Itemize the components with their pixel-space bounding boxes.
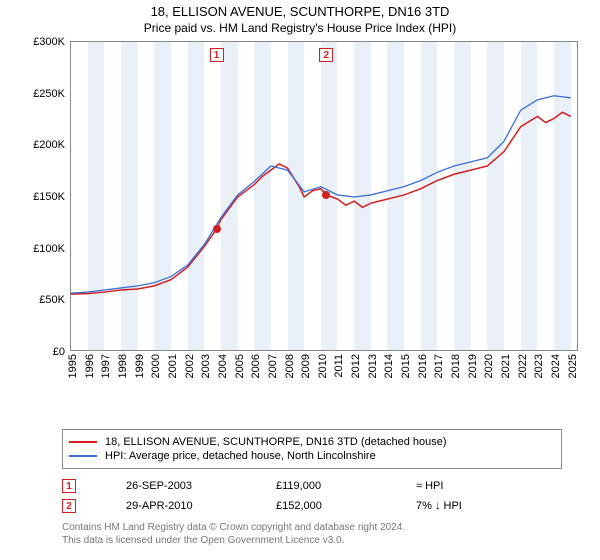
x-tick-label: 2018 — [450, 354, 462, 378]
y-tick-label: £150K — [33, 191, 65, 203]
y-tick-label: £100K — [33, 243, 65, 255]
sale-row-marker: 1 — [62, 479, 76, 493]
x-tick-label: 2012 — [350, 354, 362, 378]
sale-marker-dot — [213, 225, 221, 233]
legend-label: 18, ELLISON AVENUE, SCUNTHORPE, DN16 3TD… — [105, 436, 447, 448]
sale-row-date: 26-SEP-2003 — [126, 480, 226, 492]
x-tick-label: 1998 — [117, 354, 129, 378]
sale-row: 1 26-SEP-2003 £119,000 ≈ HPI — [62, 479, 600, 493]
x-tick-label: 1999 — [134, 354, 146, 378]
legend-row: 18, ELLISON AVENUE, SCUNTHORPE, DN16 3TD… — [69, 436, 555, 448]
chart-container: 18, ELLISON AVENUE, SCUNTHORPE, DN16 3TD… — [0, 0, 600, 560]
legend-swatch — [69, 455, 97, 457]
x-tick-label: 1996 — [84, 354, 96, 378]
x-tick-label: 2005 — [234, 354, 246, 378]
footer-line1: Contains HM Land Registry data © Crown c… — [62, 521, 600, 534]
y-tick-label: £200K — [33, 139, 65, 151]
sale-row-diff: 7% ↓ HPI — [416, 500, 462, 512]
chart-area: £0£50K£100K£150K£200K£250K£300K199519961… — [18, 41, 578, 381]
x-tick-label: 2022 — [517, 354, 529, 378]
x-tick-label: 1997 — [100, 354, 112, 378]
sale-row-price: £119,000 — [276, 480, 366, 492]
x-tick-label: 2019 — [467, 354, 479, 378]
footer-attribution: Contains HM Land Registry data © Crown c… — [62, 521, 600, 547]
sale-marker-box: 1 — [210, 48, 224, 62]
x-tick-label: 1995 — [67, 354, 79, 378]
x-tick-label: 2015 — [400, 354, 412, 378]
x-tick-label: 2008 — [284, 354, 296, 378]
sale-marker-box: 2 — [319, 48, 333, 62]
sale-row-price: £152,000 — [276, 500, 366, 512]
y-tick-label: £300K — [33, 36, 65, 48]
x-tick-label: 2016 — [417, 354, 429, 378]
x-tick-label: 2025 — [567, 354, 579, 378]
sales-table: 1 26-SEP-2003 £119,000 ≈ HPI 2 29-APR-2010 £15… — [62, 479, 600, 513]
x-tick-label: 2023 — [533, 354, 545, 378]
chart-subtitle: Price paid vs. HM Land Registry's House … — [0, 19, 600, 41]
x-tick-label: 2006 — [250, 354, 262, 378]
legend-row: HPI: Average price, detached house, Nort… — [69, 450, 555, 462]
x-tick-label: 2004 — [217, 354, 229, 378]
x-tick-label: 2013 — [367, 354, 379, 378]
sale-row-date: 29-APR-2010 — [126, 500, 226, 512]
y-tick-label: £0 — [53, 346, 65, 358]
series-property — [71, 112, 571, 294]
x-tick-label: 2007 — [267, 354, 279, 378]
sale-row-diff: ≈ HPI — [416, 480, 443, 492]
x-tick-label: 2021 — [500, 354, 512, 378]
sale-marker-dot — [322, 191, 330, 199]
plot-area: £0£50K£100K£150K£200K£250K£300K199519961… — [70, 41, 578, 351]
series-hpi — [71, 96, 571, 293]
x-tick-label: 2000 — [150, 354, 162, 378]
x-tick-label: 2024 — [550, 354, 562, 378]
x-tick-label: 2011 — [333, 354, 345, 378]
x-tick-label: 2001 — [167, 354, 179, 378]
x-tick-label: 2017 — [433, 354, 445, 378]
footer-line2: This data is licensed under the Open Gov… — [62, 534, 600, 547]
chart-title: 18, ELLISON AVENUE, SCUNTHORPE, DN16 3TD — [0, 0, 600, 19]
x-tick-label: 2009 — [300, 354, 312, 378]
legend-box: 18, ELLISON AVENUE, SCUNTHORPE, DN16 3TD… — [62, 429, 562, 469]
y-tick-label: £50K — [39, 294, 65, 306]
legend-label: HPI: Average price, detached house, Nort… — [105, 450, 376, 462]
x-tick-label: 2002 — [184, 354, 196, 378]
x-tick-label: 2003 — [200, 354, 212, 378]
y-tick-label: £250K — [33, 88, 65, 100]
sale-row: 2 29-APR-2010 £152,000 7% ↓ HPI — [62, 499, 600, 513]
sale-row-marker: 2 — [62, 499, 76, 513]
x-tick-label: 2010 — [317, 354, 329, 378]
x-tick-label: 2020 — [483, 354, 495, 378]
x-tick-label: 2014 — [383, 354, 395, 378]
legend-swatch — [69, 441, 97, 443]
